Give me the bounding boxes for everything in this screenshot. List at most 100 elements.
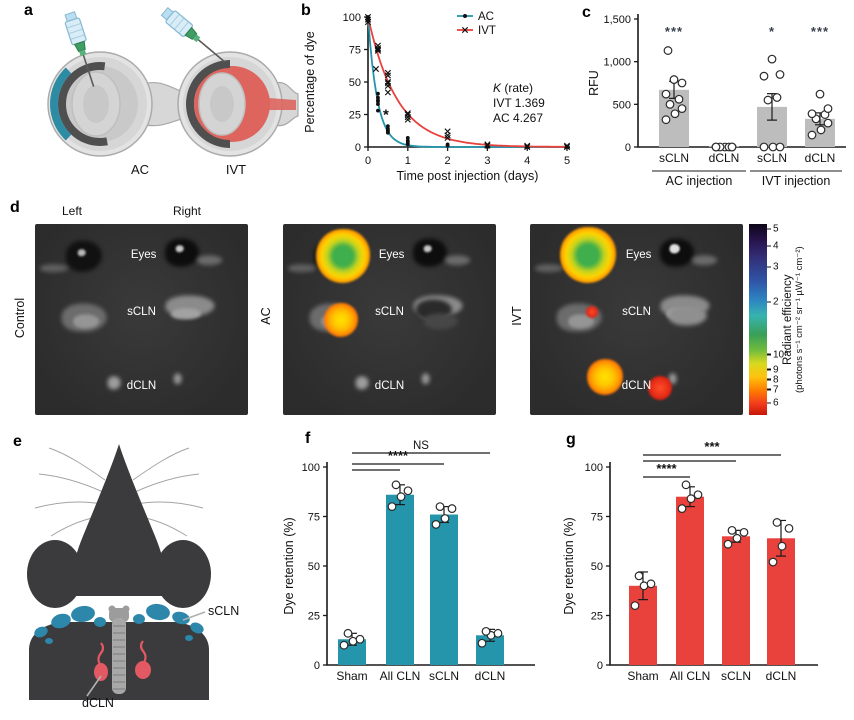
- scln-diagram-label: sCLN: [208, 604, 240, 618]
- svg-text:50: 50: [308, 561, 320, 573]
- svg-text:*: *: [383, 107, 389, 124]
- svg-text:AC 4.267: AC 4.267: [493, 111, 543, 125]
- svg-text:75: 75: [349, 45, 361, 57]
- fluorescence-heat-spot: [559, 226, 616, 283]
- svg-text:3: 3: [484, 155, 490, 167]
- tissue-blob: [107, 375, 121, 390]
- dcln-label: dCLN: [621, 380, 652, 393]
- colorbar-tick: 4: [767, 240, 779, 251]
- svg-text:dCLN: dCLN: [475, 669, 506, 683]
- svg-text:dCLN: dCLN: [766, 669, 797, 683]
- svg-text:sCLN: sCLN: [721, 669, 751, 683]
- right-ear: [155, 540, 211, 608]
- colorbar-tick: 2: [767, 297, 779, 308]
- panel-letter-d: d: [10, 199, 20, 216]
- colorbar-tick: 5: [767, 223, 779, 234]
- tissue-blob: [568, 314, 594, 329]
- svg-text:5: 5: [564, 155, 570, 167]
- svg-text:100: 100: [302, 462, 320, 474]
- svg-text:*: *: [769, 24, 775, 39]
- fluorescence-heat-spot: [647, 376, 672, 401]
- anterior-chamber-dye: [50, 54, 150, 154]
- tissue-blob: [444, 255, 471, 266]
- tissue-blob: [288, 264, 316, 272]
- tissue-blob: [423, 313, 458, 330]
- tissue-blob: [355, 375, 369, 390]
- tissue-blob: [196, 255, 223, 266]
- colorbar-label: Radiant efficiency (photons s⁻¹ cm⁻² sr⁻…: [782, 218, 805, 422]
- svg-text:****: ****: [656, 461, 677, 476]
- dcln-label: dCLN: [126, 380, 157, 393]
- svg-text:1,500: 1,500: [603, 14, 631, 26]
- left-ear: [27, 540, 83, 608]
- panel-letter-c: c: [582, 4, 591, 21]
- eyes-label: Eyes: [625, 248, 652, 261]
- scln-label: sCLN: [622, 305, 651, 318]
- choroid-crescent: [58, 62, 142, 146]
- colorbar-label-line1: Radiant efficiency: [782, 274, 794, 366]
- scln-nodes: [34, 603, 204, 644]
- svg-text:500: 500: [613, 99, 631, 111]
- mouse-diagram: [27, 444, 211, 700]
- svg-text:50: 50: [349, 77, 361, 89]
- panel-g-chart: 0 25 50 75 100 Dye retention (%) Sham All CLN sC…: [562, 439, 818, 683]
- panel-letter-b: b: [301, 2, 311, 19]
- svg-text:AC: AC: [478, 11, 494, 23]
- svg-text:25: 25: [308, 611, 320, 623]
- fluorescence-heat-spot: [586, 358, 623, 395]
- svg-text:75: 75: [591, 512, 603, 524]
- trachea: [108, 605, 130, 694]
- svg-text:***: ***: [665, 24, 683, 39]
- svg-text:IVT 1.369: IVT 1.369: [493, 96, 545, 110]
- tissue-blob: [668, 372, 677, 385]
- fluorescence-heat-spot: [585, 305, 598, 318]
- colorbar-ticks: 5 4 3 2 10⁸ 9 8 7 6: [767, 223, 801, 415]
- tissue-blob: [423, 245, 433, 253]
- colorbar-tick: 7: [767, 384, 779, 395]
- panel-letter-g: g: [566, 431, 576, 448]
- svg-text:All CLN: All CLN: [670, 669, 711, 683]
- ivt-caption: IVT: [225, 162, 247, 177]
- syringe-icon: [160, 6, 226, 63]
- panel-letter-a: a: [24, 2, 33, 19]
- svg-text:Dye retention (%): Dye retention (%): [282, 517, 296, 614]
- svg-text:75: 75: [308, 512, 320, 524]
- svg-text:Percentage of dye: Percentage of dye: [303, 31, 317, 133]
- fluorescence-image-ac: Eyes sCLN dCLN: [283, 224, 496, 415]
- svg-text:0: 0: [355, 142, 361, 154]
- column-label-left: Left: [61, 204, 82, 218]
- fluorescence-image-ivt: Eyes sCLN dCLN: [530, 224, 743, 415]
- tissue-blob: [40, 264, 68, 272]
- tissue-blob: [65, 241, 103, 272]
- tissue-blob: [77, 248, 87, 257]
- svg-text:sCLN: sCLN: [757, 151, 787, 165]
- svg-text:100: 100: [343, 12, 361, 24]
- row-label-ivt: IVT: [510, 306, 524, 326]
- svg-text:2: 2: [445, 155, 451, 167]
- svg-text:Sham: Sham: [336, 669, 367, 683]
- svg-text:***: ***: [811, 24, 829, 39]
- colorbar-tick: 6: [767, 397, 779, 408]
- svg-text:Dye retention (%): Dye retention (%): [562, 517, 576, 614]
- choroid-crescent: [186, 60, 274, 148]
- svg-text:4: 4: [524, 155, 530, 167]
- row-label-ac: AC: [259, 307, 273, 325]
- tissue-blob: [669, 244, 681, 254]
- svg-text:AC injection: AC injection: [666, 174, 733, 188]
- svg-text:25: 25: [349, 110, 361, 122]
- svg-text:1: 1: [405, 155, 411, 167]
- dcln-diagram-label: dCLN: [82, 696, 114, 710]
- panel-c-chart: 0 500 1,000 1,500 RFU sCLN *** dCLN sCLN * dCLN ***…: [587, 14, 846, 188]
- tissue-blob: [164, 238, 200, 267]
- tissue-blob: [175, 245, 185, 253]
- tissue-blob: [173, 372, 182, 385]
- svg-text:RFU: RFU: [587, 70, 601, 96]
- fluorescence-image-control: Eyes sCLN dCLN: [35, 224, 248, 415]
- scln-pointer-line: [182, 611, 206, 621]
- colorbar-label-line2: (photons s⁻¹ cm⁻² sr⁻¹ µW⁻¹ cm⁻²): [794, 246, 805, 394]
- tissue-blob: [412, 238, 448, 267]
- tissue-blob: [535, 264, 563, 272]
- panel-b-chart: 0 25 50 75 100 0 1 2 3 4 5 Time post injection (day…: [303, 11, 571, 183]
- svg-text:IVT injection: IVT injection: [762, 174, 831, 188]
